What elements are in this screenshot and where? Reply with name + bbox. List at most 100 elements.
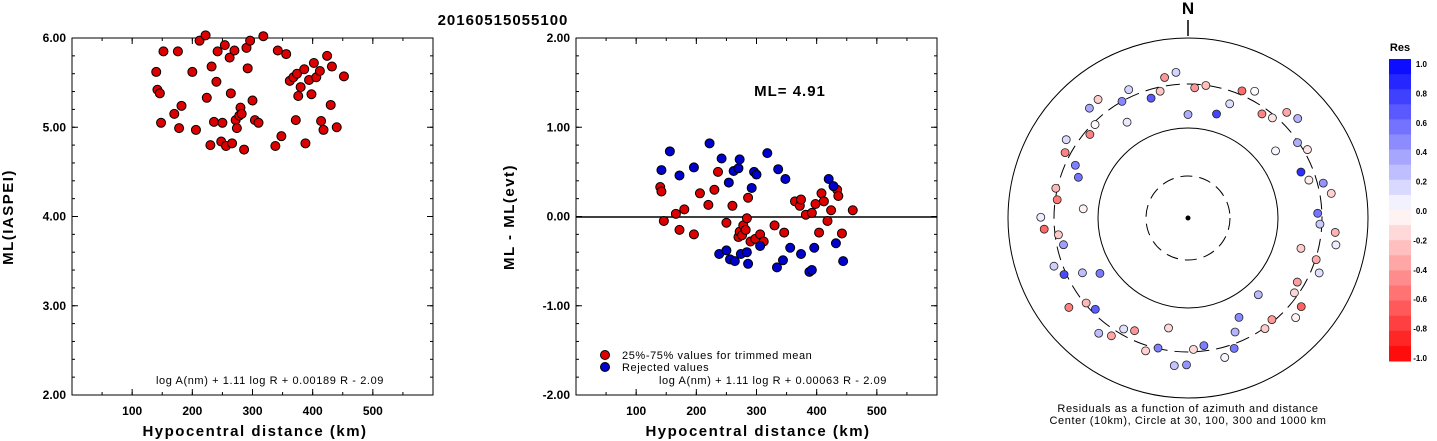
azimuth-data-points	[1036, 67, 1341, 371]
azimuth-point	[1271, 146, 1280, 156]
circle-1000km	[1007, 37, 1369, 399]
middle-point	[769, 220, 780, 231]
middle-ticks: -2.00 -1.00 0.00 1.00 2.00 100 200 300 400 500	[543, 31, 937, 418]
left-point	[325, 99, 336, 110]
middle-xtick-label: 200	[686, 404, 706, 418]
middle-point	[656, 186, 667, 197]
azimuth-point	[1296, 167, 1306, 177]
left-point	[225, 88, 236, 99]
colorbar-label: -0.6	[1413, 295, 1427, 304]
middle-point	[674, 170, 685, 181]
azimuth-point	[1190, 83, 1200, 93]
middle-point	[779, 227, 790, 238]
polar-caption-line1: Residuals as a function of azimuth and d…	[1057, 403, 1318, 415]
left-point	[208, 116, 219, 127]
azimuth-point	[1095, 268, 1105, 278]
middle-point	[833, 190, 844, 201]
middle-point	[658, 215, 669, 226]
middle-point	[836, 228, 847, 239]
azimuth-point	[1220, 353, 1230, 362]
left-point	[227, 138, 238, 149]
left-point	[247, 95, 258, 106]
middle-xtick-label: 500	[867, 404, 887, 418]
left-point	[316, 116, 327, 127]
azimuth-point	[1171, 67, 1181, 77]
azimuth-point	[1054, 230, 1063, 240]
middle-ytick-label: -1.00	[543, 299, 571, 313]
azimuth-point	[1250, 86, 1260, 96]
left-point	[281, 49, 292, 60]
middle-point	[810, 199, 821, 210]
azimuth-point	[1237, 86, 1247, 96]
colorbar-cell	[1389, 134, 1411, 151]
azimuth-point	[1085, 103, 1094, 113]
left-point	[293, 91, 304, 102]
azimuth-point	[1267, 113, 1277, 123]
middle-point	[727, 200, 738, 211]
colorbar-cell	[1389, 194, 1411, 211]
azimuth-point	[1070, 160, 1080, 170]
azimuth-point	[1257, 109, 1267, 119]
circle-300km	[1053, 83, 1323, 353]
azimuth-point	[1315, 219, 1325, 229]
middle-point	[828, 181, 839, 192]
left-xtick-label: 400	[303, 404, 323, 418]
left-point	[300, 138, 311, 149]
middle-point	[721, 245, 732, 256]
azimuth-point	[1064, 303, 1074, 312]
center-point	[1185, 215, 1191, 221]
colorbar-label: 0.8	[1416, 89, 1428, 98]
azimuth-point	[1282, 107, 1292, 117]
left-point	[172, 46, 183, 57]
left-point	[176, 100, 187, 111]
azimuth-point	[1318, 178, 1328, 188]
middle-point	[814, 227, 825, 238]
azimuth-point	[1331, 240, 1341, 250]
colorbar-labels: 1.0 0.8 0.6 0.4 0.2 0.0 -0.2 -0.4 -0.6 -0.8 -1.0	[1413, 60, 1427, 363]
middle-point	[826, 205, 837, 216]
colorbar-cell	[1389, 240, 1411, 256]
middle-x-axis-label: Hypocentral distance (km)	[645, 423, 870, 440]
left-plot-frame	[71, 37, 434, 396]
colorbar-title: Res	[1390, 42, 1410, 54]
azimuth-point	[1293, 114, 1303, 123]
azimuth-point	[1119, 324, 1129, 334]
azimuth-point	[1060, 148, 1070, 157]
left-point	[174, 123, 185, 134]
azimuth-point	[1304, 175, 1314, 185]
middle-point	[721, 217, 732, 228]
legend-label-rejected: Rejected values	[622, 362, 709, 374]
ml-value-label: ML= 4.91	[754, 83, 826, 100]
azimuth-point	[1106, 331, 1116, 341]
azimuth-point	[1146, 93, 1156, 103]
azimuth-distance-panel: N Residuals as a function of azimuth and…	[1007, 0, 1369, 427]
azimuth-point	[1081, 298, 1091, 308]
colorbar-label: 1.0	[1416, 60, 1428, 69]
legend: 25%-75% values for trimmed mean Rejected…	[600, 350, 812, 374]
left-point	[229, 45, 240, 56]
left-point	[308, 57, 319, 68]
middle-xtick-label: 300	[746, 404, 766, 418]
left-point	[219, 40, 230, 51]
middle-point	[688, 162, 699, 173]
middle-point	[656, 165, 667, 176]
colorbar-label: -0.4	[1413, 266, 1427, 275]
colorbar-cell	[1389, 210, 1411, 226]
middle-point	[734, 154, 745, 165]
left-point	[326, 61, 337, 72]
azimuth-point	[1094, 328, 1104, 338]
azimuth-point	[1311, 255, 1321, 265]
middle-point	[716, 153, 727, 164]
left-point	[318, 124, 329, 135]
azimuth-point	[1085, 130, 1095, 139]
colorbar-cell	[1389, 89, 1411, 105]
left-ytick-label: 5.00	[43, 120, 67, 134]
azimuth-point	[1093, 95, 1103, 104]
residual-colorbar: Res 1.0 0.8 0.6 0.4 0.2 0.0 -0.2 -0.4 -0.6 -0.8 -1…	[1389, 42, 1428, 363]
colorbar-label: 0.2	[1416, 178, 1428, 187]
middle-point	[777, 255, 788, 266]
middle-xtick-label: 400	[807, 404, 827, 418]
middle-xtick-label: 100	[626, 404, 646, 418]
left-scatter-panel: 2.00 3.00 4.00 5.00 6.00 100 200 300 400 500 log …	[0, 30, 434, 440]
